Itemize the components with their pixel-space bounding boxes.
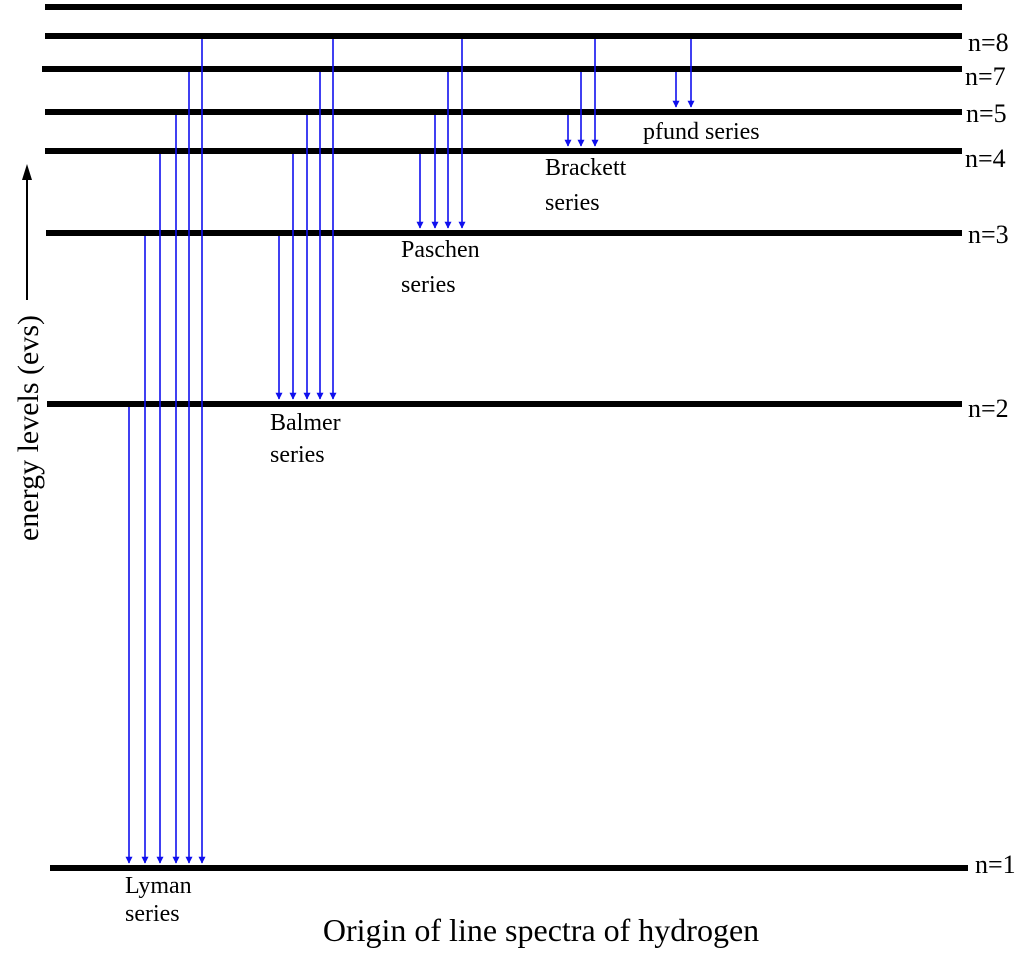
energy-level-label-n5: n=5 xyxy=(966,99,1007,128)
energy-level-label-n2: n=2 xyxy=(968,394,1009,423)
brackett-series-label-line: series xyxy=(545,190,600,216)
brackett-series-label-line: Brackett xyxy=(545,155,627,181)
lyman-series-label-line: Lyman xyxy=(125,873,192,899)
energy-level-label-n7: n=7 xyxy=(965,62,1006,91)
paschen-series-label-line: Paschen xyxy=(401,237,480,263)
energy-levels: n=8 n=7 n=5 n=4 n=3 n=2 n=1 xyxy=(42,4,1016,879)
balmer-series-label-line: series xyxy=(270,442,325,468)
paschen-series-label-line: series xyxy=(401,272,456,298)
lyman-series-label: Lyman series xyxy=(125,873,192,927)
transition-arrows xyxy=(125,39,695,864)
pfund-series-label-line: pfund series xyxy=(643,119,760,145)
energy-level-label-n4: n=4 xyxy=(965,144,1006,173)
energy-level-label-n8: n=8 xyxy=(968,28,1009,57)
balmer-series-label-line: Balmer xyxy=(270,410,341,436)
diagram-title: Origin of line spectra of hydrogen xyxy=(323,912,759,948)
pfund-series-label: pfund series xyxy=(643,119,760,145)
y-axis-label: energy levels (evs) xyxy=(12,315,45,541)
energy-level-label-n1: n=1 xyxy=(975,850,1016,879)
y-axis-arrowhead xyxy=(22,164,32,180)
y-axis: energy levels (evs) xyxy=(12,164,45,541)
lyman-series-label-line: series xyxy=(125,901,180,927)
balmer-series-label: Balmer series xyxy=(270,410,341,468)
brackett-series-label: Brackett series xyxy=(545,155,627,216)
energy-level-label-n3: n=3 xyxy=(968,220,1009,249)
paschen-series-label: Paschen series xyxy=(401,237,480,298)
